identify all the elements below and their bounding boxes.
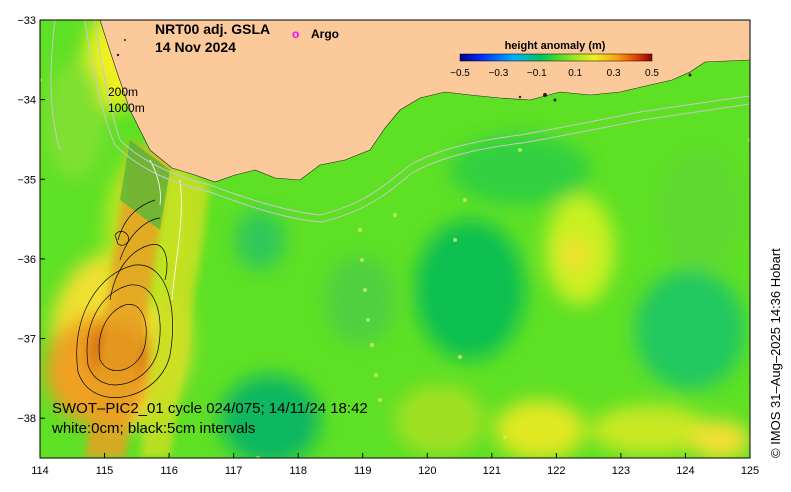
colorbar-tick-label: 0.5 — [645, 68, 659, 79]
depth-label-1000m: 1000m — [108, 101, 145, 115]
x-tick-label: 116 — [160, 465, 178, 477]
bathymetry-contours — [50, 20, 750, 223]
swot-contours — [76, 199, 173, 398]
colorbar-tick-label: 0.1 — [568, 68, 582, 79]
colorbar-ticks: −0.5 −0.3 −0.1 0.1 0.3 0.5 — [450, 68, 659, 79]
x-axis: 114 115 116 117 118 119 120 121 122 123 124 125 — [31, 453, 759, 477]
x-tick-label: 114 — [31, 465, 49, 477]
swot-caption-line1: SWOT–PIC2_01 cycle 024/075; 14/11/24 18:… — [52, 400, 368, 417]
title-line2: 14 Nov 2024 — [155, 39, 236, 55]
x-tick-label: 122 — [547, 465, 565, 477]
depth-label-200m: 200m — [108, 85, 138, 99]
y-tick-label: −36 — [17, 254, 36, 266]
title-line1: NRT00 adj. GSLA — [155, 21, 270, 37]
colorbar: height anomaly (m) −0.5 −0.3 −0.1 0.1 0.3 0.5 — [450, 40, 659, 79]
y-axis: −33 −34 −35 −36 −37 −38 — [17, 15, 45, 425]
x-tick-label: 119 — [354, 465, 372, 477]
colorbar-bar — [459, 53, 653, 62]
x-tick-label: 117 — [225, 465, 243, 477]
swot-swath — [85, 140, 210, 458]
argo-marker-icon: o — [292, 27, 299, 41]
argo-label: Argo — [311, 27, 339, 41]
y-tick-label: −34 — [17, 95, 36, 107]
colorbar-tick-label: −0.5 — [450, 68, 470, 79]
x-tick-label: 121 — [483, 465, 501, 477]
x-tick-label: 123 — [612, 465, 630, 477]
y-tick-label: −37 — [17, 334, 36, 346]
credit-text: © IMOS 31–Aug–2025 14:36 Hobart — [768, 248, 783, 458]
colorbar-tick-label: 0.3 — [607, 68, 621, 79]
y-tick-label: −33 — [17, 15, 36, 27]
swot-caption-line2: white:0cm; black:5cm intervals — [51, 420, 255, 437]
plot-area — [40, 20, 750, 458]
x-tick-label: 125 — [741, 465, 759, 477]
plot-frame — [39, 19, 751, 459]
colorbar-tick-label: −0.1 — [527, 68, 547, 79]
y-tick-label: −38 — [17, 413, 36, 425]
x-tick-label: 124 — [676, 465, 694, 477]
x-tick-label: 115 — [96, 465, 114, 477]
y-tick-label: −35 — [17, 174, 36, 186]
x-tick-label: 118 — [289, 465, 307, 477]
colorbar-tick-label: −0.3 — [489, 68, 509, 79]
colorbar-title: height anomaly (m) — [505, 40, 606, 52]
x-tick-label: 120 — [418, 465, 436, 477]
coastline-islands — [116, 39, 692, 102]
